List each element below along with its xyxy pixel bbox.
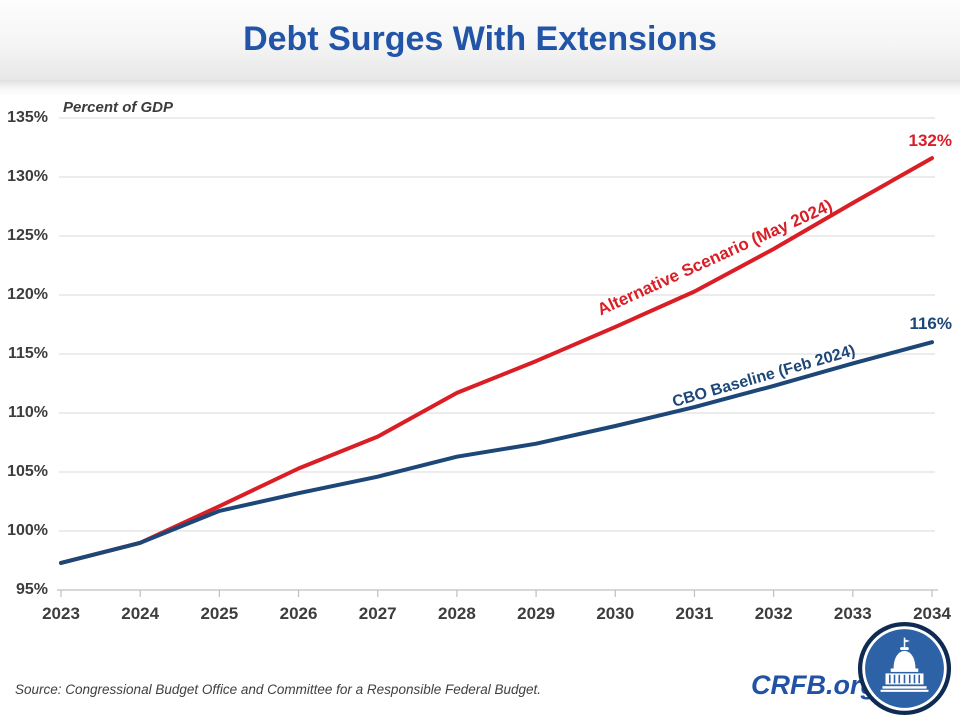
crfb-capitol-logo xyxy=(857,621,952,716)
end-value-cbo-baseline: 116% xyxy=(909,314,952,333)
y-tick-label-135: 135% xyxy=(7,109,48,126)
header-band xyxy=(0,0,960,80)
x-tick-label-2031: 2031 xyxy=(675,604,714,623)
x-tick-label-2025: 2025 xyxy=(200,604,239,623)
y-tick-label-120: 120% xyxy=(7,286,48,303)
line-series-alternative-scenario xyxy=(59,156,934,565)
y-tick-label-110: 110% xyxy=(7,404,48,421)
x-tick-label-2023: 2023 xyxy=(42,604,80,623)
y-tick-label-115: 115% xyxy=(7,345,48,362)
y-tick-label-100: 100% xyxy=(7,522,48,539)
x-tick-label-2032: 2032 xyxy=(754,604,793,623)
y-tick-label-130: 130% xyxy=(7,168,48,185)
y-tick-label-105: 105% xyxy=(7,463,48,480)
x-tick-label-2033: 2033 xyxy=(833,604,872,623)
chart-title: Debt Surges With Extensions xyxy=(243,20,717,58)
source-note: Source: Congressional Budget Office and … xyxy=(15,682,542,697)
y-axis-unit-label: Percent of GDP xyxy=(63,99,174,116)
x-tick-label-2034: 2034 xyxy=(913,604,951,623)
y-tick-label-125: 125% xyxy=(7,227,48,244)
x-tick-label-2029: 2029 xyxy=(517,604,555,623)
crfb-org-wordmark: CRFB.org xyxy=(751,670,877,700)
x-tick-label-2028: 2028 xyxy=(437,604,476,623)
x-tick-label-2027: 2027 xyxy=(358,604,397,623)
line-series-cbo-baseline xyxy=(59,340,934,565)
y-tick-label-95: 95% xyxy=(15,581,48,598)
header-shadow xyxy=(0,80,960,96)
end-value-alternative-scenario: 132% xyxy=(908,131,952,150)
x-tick-label-2030: 2030 xyxy=(596,604,635,623)
x-tick-label-2026: 2026 xyxy=(279,604,318,623)
x-tick-label-2024: 2024 xyxy=(121,604,160,623)
